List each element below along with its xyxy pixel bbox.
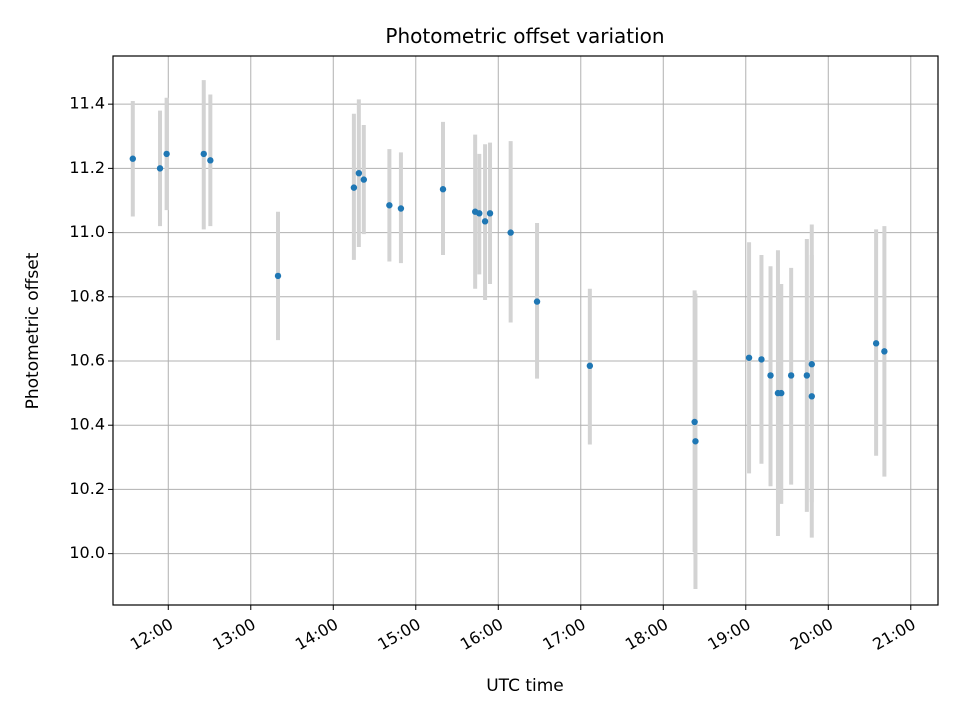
- data-point: [881, 348, 888, 355]
- data-point: [129, 155, 136, 162]
- y-tick-label: 10.6: [69, 351, 105, 370]
- data-point: [803, 372, 811, 379]
- data-point: [758, 356, 765, 363]
- data-point: [350, 184, 358, 191]
- data-point: [745, 354, 753, 361]
- data-point: [200, 150, 207, 158]
- y-tick-label: 10.2: [69, 479, 105, 498]
- data-point: [274, 272, 282, 280]
- data-point: [355, 169, 363, 177]
- data-point: [360, 176, 367, 183]
- data-point: [787, 372, 795, 379]
- plot-area-background: [113, 56, 938, 605]
- data-point: [778, 389, 785, 397]
- y-tick-label: 11.0: [69, 222, 105, 241]
- data-point: [397, 205, 405, 212]
- data-point: [439, 186, 447, 193]
- data-point: [156, 165, 164, 172]
- data-point: [386, 202, 393, 209]
- data-point: [767, 372, 774, 379]
- data-point: [207, 157, 214, 164]
- data-points: [129, 150, 888, 445]
- data-point: [872, 340, 880, 347]
- y-tick-label: 10.4: [69, 415, 105, 434]
- data-point: [808, 393, 815, 400]
- data-point: [586, 362, 594, 370]
- data-point: [476, 210, 483, 217]
- data-point: [533, 298, 541, 305]
- y-tick-label: 11.2: [69, 158, 105, 177]
- data-point: [486, 210, 494, 217]
- data-point: [507, 229, 514, 236]
- y-tick-label: 10.8: [69, 286, 105, 305]
- plot-frame: [112, 55, 939, 606]
- y-axis: 10.0 10.2 10.4 10.6 10.8 11.0 11.2 11.4: [69, 94, 113, 562]
- data-point: [692, 438, 699, 445]
- y-tick-label: 10.0: [69, 543, 105, 562]
- y-tick-label: 11.4: [69, 94, 105, 113]
- y-axis-title: Photometric offset: [23, 252, 43, 409]
- x-axis-title: UTC time: [486, 676, 564, 696]
- data-point: [808, 361, 815, 368]
- chart-title: Photometric offset variation: [385, 24, 664, 48]
- data-point: [481, 218, 489, 225]
- data-point: [163, 150, 170, 158]
- data-point: [691, 418, 698, 426]
- grid: [113, 56, 938, 605]
